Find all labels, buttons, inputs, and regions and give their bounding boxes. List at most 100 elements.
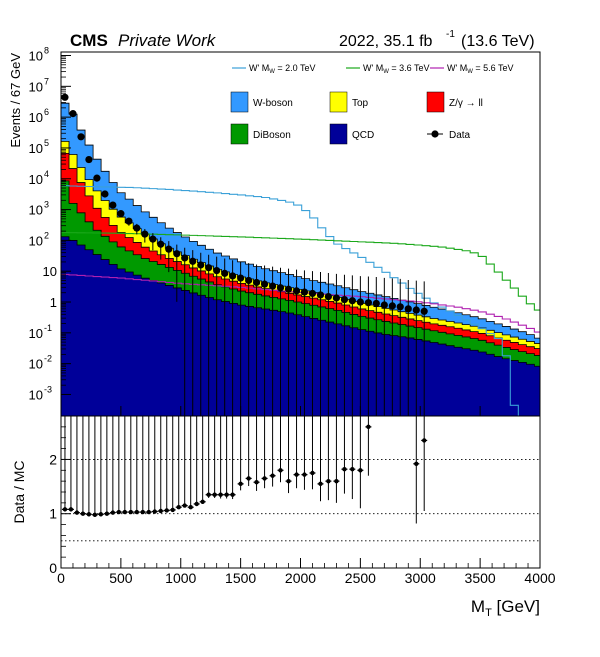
- data-point: [340, 295, 349, 304]
- ratio-point: [350, 467, 355, 472]
- ratio-point: [182, 503, 187, 508]
- data-point: [189, 257, 197, 265]
- data-point: [380, 301, 388, 309]
- data-point: [61, 93, 69, 101]
- y-tick-exponent: 5: [44, 138, 49, 148]
- legend-label: W-boson: [253, 98, 293, 109]
- ratio-point: [334, 478, 339, 484]
- data-point: [348, 297, 356, 305]
- data-point: [245, 276, 253, 285]
- ratio-point: [286, 478, 291, 484]
- data-point: [404, 305, 412, 313]
- ratio-frame: [60, 415, 541, 569]
- ratio-point: [318, 481, 323, 487]
- ratio-point: [128, 509, 134, 515]
- ratio-point: [254, 480, 259, 485]
- ratio-point: [206, 492, 211, 497]
- data-point: [221, 269, 229, 277]
- ratio-point: [92, 512, 98, 517]
- legend-swatch: [329, 123, 348, 145]
- legend-signal-label: W' MW = 5.6 TeV: [447, 63, 514, 75]
- stack-qcd: [60, 236, 541, 417]
- ratio-y-tick-label: 0: [49, 560, 57, 576]
- y-tick-label: 10: [29, 79, 43, 94]
- data-point: [252, 278, 261, 287]
- ratio-point: [62, 507, 68, 512]
- y-tick-label: 10: [29, 172, 43, 187]
- data-point: [69, 110, 77, 118]
- data-point: [372, 299, 380, 308]
- legend-swatch: [329, 91, 348, 113]
- ratio-point: [98, 512, 104, 517]
- x-axis-label: MT [GeV]: [471, 597, 540, 619]
- data-point: [109, 201, 117, 209]
- data-point: [396, 303, 404, 311]
- ratio-point: [74, 510, 80, 515]
- ratio-y-axis-label: Data / MC: [11, 460, 27, 523]
- header-lumi-exp: -1: [446, 29, 455, 40]
- data-point: [173, 250, 181, 258]
- legend-label: DiBoson: [253, 130, 291, 141]
- legend-signal-label: W' MW = 3.6 TeV: [363, 63, 430, 75]
- ratio-point: [134, 509, 140, 515]
- data-point: [284, 285, 293, 293]
- ratio-point: [116, 509, 122, 515]
- header-lumi: 2022, 35.1 fb: [339, 33, 433, 50]
- data-point: [165, 245, 173, 253]
- ratio-point: [302, 472, 307, 477]
- data-point: [276, 284, 285, 292]
- y-tick-exponent: -1: [44, 323, 52, 333]
- data-point: [205, 264, 213, 272]
- ratio-point: [358, 468, 363, 473]
- ratio-point: [188, 505, 193, 510]
- y-tick-label: 10: [43, 264, 57, 279]
- ratio-point: [152, 509, 157, 514]
- ratio-point: [366, 424, 371, 430]
- ratio-point: [86, 512, 92, 517]
- data-point: [356, 298, 364, 306]
- data-point: [101, 190, 109, 198]
- y-tick-label: 10: [29, 387, 43, 402]
- x-tick-label: 500: [109, 570, 133, 586]
- y-tick-exponent: 4: [44, 169, 49, 179]
- x-tick-label: 1000: [165, 570, 196, 586]
- legend-signal-label: W' MW = 2.0 TeV: [249, 63, 316, 75]
- ratio-point: [238, 481, 243, 487]
- ratio-point: [310, 470, 315, 476]
- x-tick-label: 2000: [285, 570, 316, 586]
- y-axis-label: Events / 67 GeV: [8, 53, 23, 148]
- data-point: [77, 133, 85, 141]
- data-point: [324, 292, 333, 301]
- data-point: [268, 282, 277, 290]
- ratio-point: [170, 507, 175, 513]
- signal-line-1: [61, 185, 540, 417]
- data-point: [237, 274, 245, 282]
- y-tick-exponent: -2: [44, 354, 52, 364]
- y-tick-label: 10: [29, 326, 43, 341]
- data-point: [125, 217, 133, 225]
- ratio-point: [278, 468, 283, 473]
- data-point: [412, 306, 420, 314]
- data-point: [332, 294, 341, 302]
- data-point: [316, 291, 325, 299]
- data-point: [85, 155, 93, 164]
- x-tick-label: 3500: [465, 570, 496, 586]
- data-point: [181, 254, 189, 262]
- data-point: [300, 288, 309, 296]
- x-tick-label: 0: [57, 570, 65, 586]
- legend-label: Z/γ → ll: [449, 98, 483, 109]
- data-point: [229, 272, 237, 280]
- ratio-point: [218, 492, 223, 497]
- data-point: [213, 266, 221, 275]
- ratio-point: [262, 476, 267, 481]
- header-label: Private Work: [118, 31, 217, 50]
- x-tick-label: 3000: [405, 570, 436, 586]
- ratio-point: [122, 509, 128, 515]
- data-point: [93, 174, 101, 182]
- x-tick-label: 4000: [524, 570, 555, 586]
- data-point: [141, 230, 149, 238]
- ratio-point: [246, 476, 251, 481]
- y-tick-label: 10: [29, 203, 43, 218]
- data-point: [388, 302, 396, 310]
